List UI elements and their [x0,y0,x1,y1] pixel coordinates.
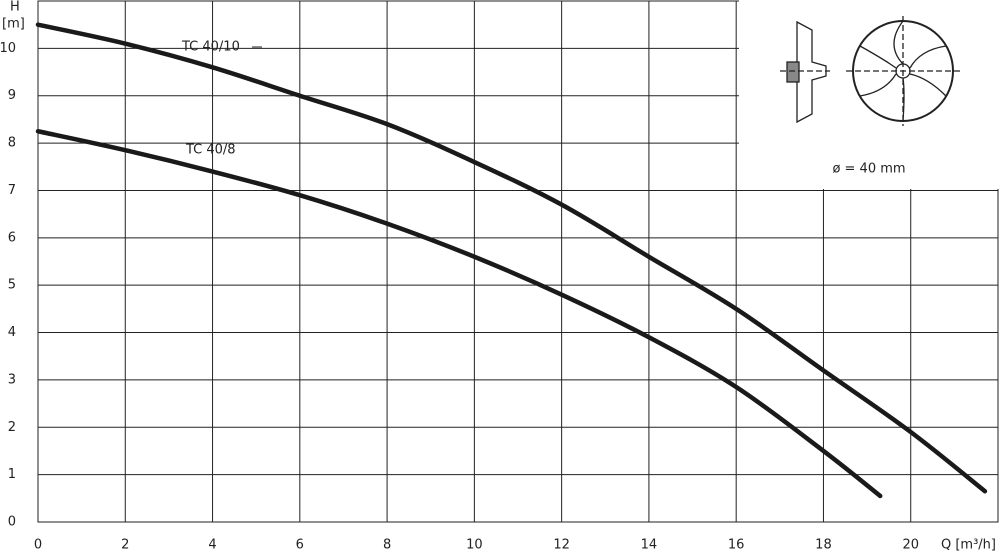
y-tick-label: 5 [8,278,16,293]
x-tick-label: 12 [553,538,570,553]
y-tick-label: 3 [8,372,16,387]
x-tick-label: 8 [383,538,391,553]
series-label: TC 40/8 [185,143,236,158]
y-tick-label: 4 [8,325,16,340]
x-tick-label: 18 [815,538,832,553]
x-tick-label: 6 [296,538,304,553]
x-tick-label: 14 [641,538,658,553]
x-tick-label: 4 [208,538,216,553]
series-label: TC 40/10 [181,40,240,55]
y-axis-unit: [m] [2,17,25,32]
x-tick-label: 2 [121,538,129,553]
y-axis-symbol: H [10,0,20,15]
x-tick-label: 0 [34,538,42,553]
grid [37,0,999,523]
y-tick-label: 1 [8,467,16,482]
x-axis-label: Q [m³/h] [941,538,996,553]
x-tick-label: 16 [728,538,745,553]
line-series [35,129,883,499]
y-tick-label: 2 [8,420,16,435]
x-tick-label: 10 [466,538,483,553]
x-tick-label: 20 [902,538,919,553]
y-tick-label: 7 [8,183,16,198]
line-series [35,22,988,494]
y-tick-label: 9 [8,88,16,103]
annotation: ø = 40 mm [832,162,905,177]
y-tick-label: 6 [8,230,16,245]
y-tick-label: 8 [8,136,16,151]
impeller-drawing [780,16,962,126]
y-tick-label: 10 [0,41,16,56]
y-tick-label: 0 [8,515,16,530]
